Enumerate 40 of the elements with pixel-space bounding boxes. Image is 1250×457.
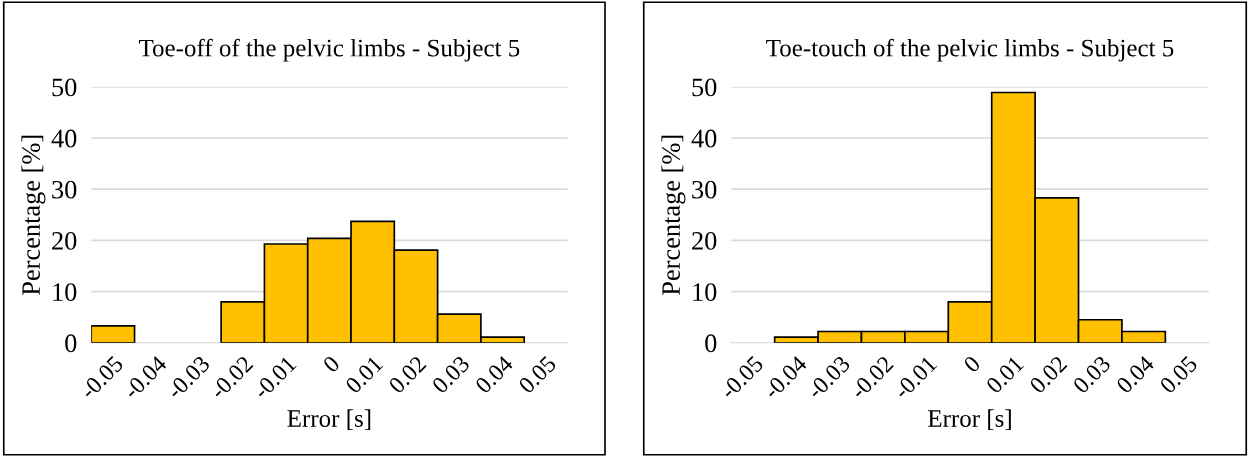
y-axis-title: Percentage [%]: [21, 135, 46, 295]
y-tick-label: 20: [692, 231, 717, 250]
x-tick-label: 0.04: [1115, 354, 1156, 395]
x-tick-label: 0.03: [1072, 355, 1112, 395]
x-tick-label: -0.05: [719, 355, 765, 400]
y-tick-label: 10: [53, 283, 77, 301]
chart-title: Toe-off of the pelvic limbs - Subject 5: [138, 38, 520, 62]
y-axis-title: Percentage [%]: [661, 135, 686, 295]
y-tick-label: 0: [705, 334, 717, 353]
x-tick-label: -0.03: [806, 355, 851, 400]
y-tick-label: 10: [693, 283, 717, 301]
x-tick-label: -0.02: [209, 355, 254, 400]
x-tick-label: 0: [322, 354, 341, 374]
x-axis-title: Error [s]: [287, 409, 371, 431]
y-tick-label: 50: [692, 78, 717, 97]
y-tick-label: 50: [52, 78, 77, 97]
x-tick-label: 0.04: [474, 354, 515, 395]
x-tick-label: -0.02: [849, 355, 895, 400]
x-tick-label: 0.02: [1028, 355, 1068, 395]
x-tick-label: 0.01: [985, 355, 1025, 395]
x-axis-title: Error [s]: [928, 409, 1011, 431]
chart-title: Toe-touch of the pelvic limbs - Subject 5: [766, 38, 1174, 62]
bar: [91, 325, 136, 343]
y-tick-label: 30: [692, 180, 717, 199]
y-tick-label: 20: [52, 231, 77, 250]
x-tick-label: 0.02: [387, 355, 427, 395]
x-tick-label: -0.05: [79, 355, 125, 400]
x-tick-label: 0.03: [431, 355, 471, 395]
x-tick-label: 0: [962, 354, 982, 374]
y-tick-label: 40: [691, 129, 717, 148]
y-tick-label: 30: [52, 180, 77, 199]
x-tick-label: 0.05: [517, 355, 558, 395]
x-tick-label: -0.04: [122, 354, 168, 400]
y-tick-label: 40: [51, 129, 77, 148]
x-tick-label: 0.05: [1158, 355, 1199, 395]
x-tick-label: 0.01: [344, 355, 384, 395]
x-tick-label: -0.03: [165, 355, 211, 400]
x-tick-label: -0.01: [252, 355, 297, 400]
y-tick-label: 0: [65, 334, 77, 353]
x-tick-label: -0.04: [762, 354, 808, 400]
